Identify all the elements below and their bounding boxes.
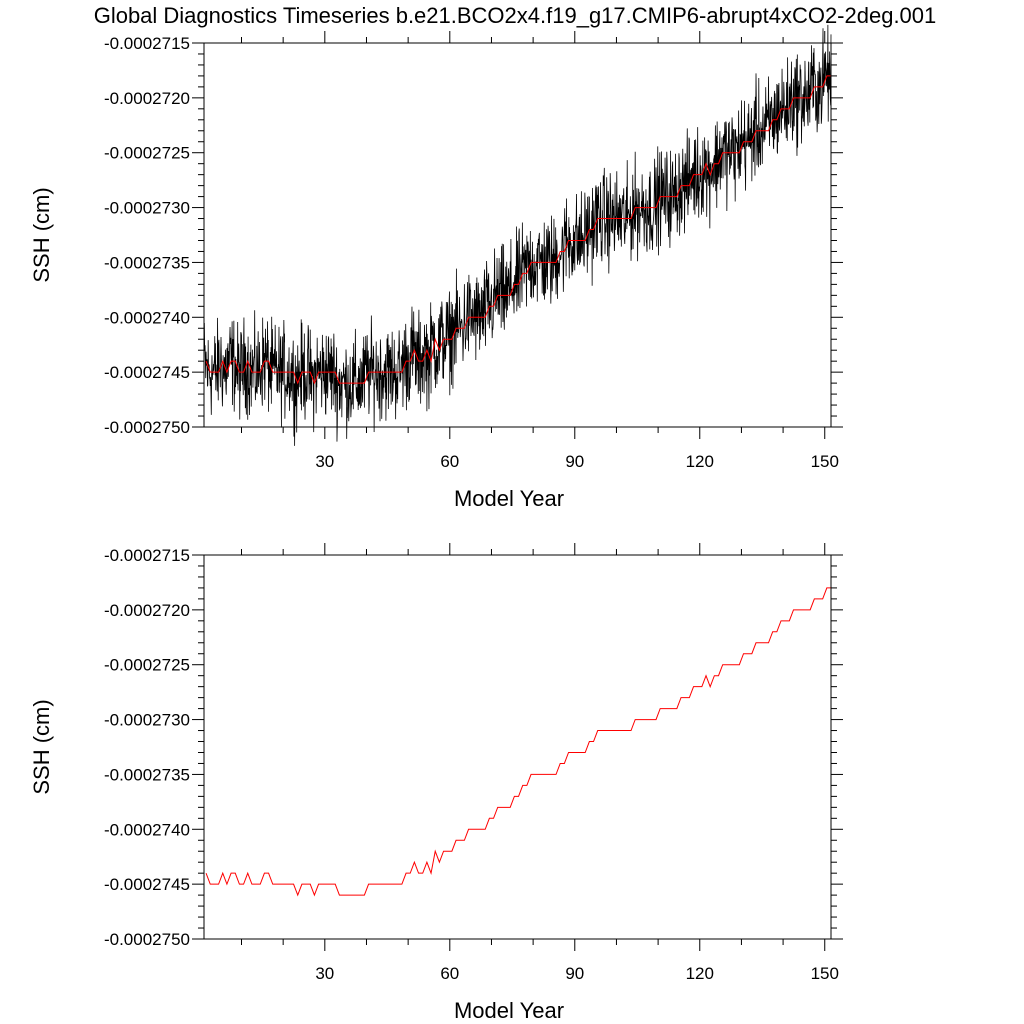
top-y-tick-label: -0.0002725	[104, 144, 190, 163]
panel-bottom: -0.0002750 -0.0002745 -0.0002740 -0.0002735…	[29, 543, 843, 1023]
top-plot-frame	[203, 42, 832, 428]
bottom-x-tick-label: 60	[440, 964, 459, 983]
top-series-annual-line	[205, 75, 831, 385]
top-x-tick-label: 150	[811, 452, 839, 471]
bottom-series-annual-line	[205, 587, 831, 897]
bottom-x-tick-label: 120	[686, 964, 714, 983]
bottom-y-tick-label: -0.0002750	[104, 930, 190, 949]
top-y-tick-label: -0.0002750	[104, 418, 190, 437]
top-x-tick-label: 30	[315, 452, 334, 471]
top-x-axis-title: Model Year	[454, 486, 564, 511]
bottom-y-axis-title: SSH (cm)	[29, 699, 54, 794]
bottom-series-layer	[205, 587, 831, 897]
top-series-layer	[203, 24, 832, 446]
bottom-y-tick-label: -0.0002735	[104, 765, 190, 784]
bottom-x-tick-label: 30	[315, 964, 334, 983]
bottom-ticks-layer: -0.0002750 -0.0002745 -0.0002740 -0.0002735…	[104, 543, 843, 983]
top-y-axis-title: SSH (cm)	[29, 187, 54, 282]
top-y-tick-label: -0.0002740	[104, 308, 190, 327]
top-y-tick-label: -0.0002730	[104, 199, 190, 218]
bottom-plot-frame	[203, 554, 832, 940]
top-y-tick-label: -0.0002735	[104, 253, 190, 272]
bottom-y-tick-label: -0.0002745	[104, 875, 190, 894]
top-x-tick-label: 60	[440, 452, 459, 471]
bottom-y-tick-label: -0.0002740	[104, 820, 190, 839]
figure-title: Global Diagnostics Timeseries b.e21.BCO2…	[94, 3, 937, 28]
bottom-x-tick-label: 90	[565, 964, 584, 983]
bottom-x-axis-title: Model Year	[454, 998, 564, 1023]
bottom-y-tick-label: -0.0002715	[104, 546, 190, 565]
top-y-tick-label: -0.0002715	[104, 34, 190, 53]
bottom-y-tick-label: -0.0002725	[104, 656, 190, 675]
top-ticks-layer: -0.0002750 -0.0002745 -0.0002740 -0.0002735…	[104, 31, 843, 471]
bottom-y-tick-label: -0.0002730	[104, 711, 190, 730]
top-x-tick-label: 120	[686, 452, 714, 471]
top-series-monthly-line	[203, 24, 832, 446]
top-y-tick-label: -0.0002720	[104, 89, 190, 108]
top-y-tick-label: -0.0002745	[104, 363, 190, 382]
top-x-tick-label: 90	[565, 452, 584, 471]
bottom-y-tick-label: -0.0002720	[104, 601, 190, 620]
panel-top: -0.0002750 -0.0002745 -0.0002740 -0.0002735…	[29, 24, 843, 511]
bottom-x-tick-label: 150	[811, 964, 839, 983]
